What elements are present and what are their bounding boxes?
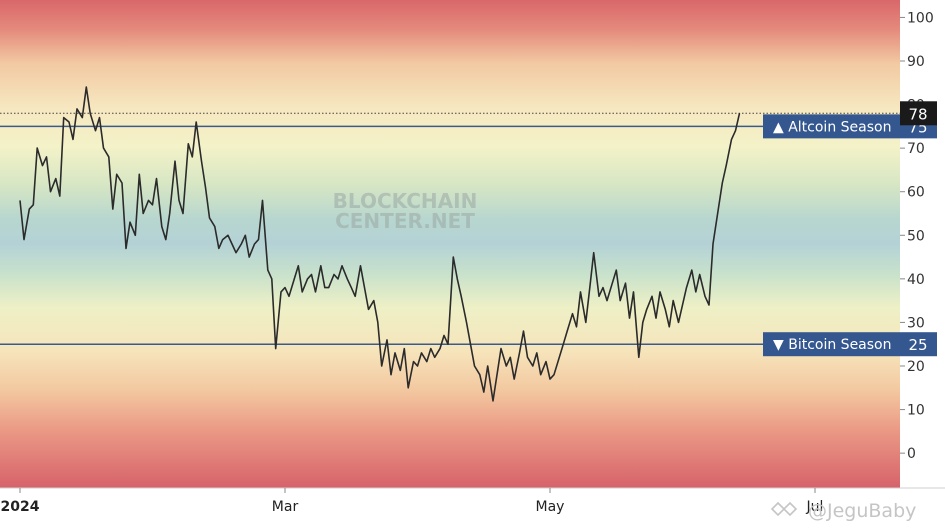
threshold-value-label: 25 [908,336,927,354]
threshold-lines [0,125,900,345]
x-tick-label: Jul [806,499,824,515]
x-tick-label: Mar [272,499,299,515]
credit-text: @JeguBaby [808,500,916,522]
current-value-badge [900,101,937,126]
y-tick-label: 30 [907,315,925,331]
y-tick-label: 60 [907,185,925,201]
series-line [19,86,741,402]
x-axis-ticks: 2024MarMayJulSepNov [1,488,824,515]
bird-icon [770,501,798,517]
series-layer [19,86,741,402]
x-tick-label: 2024 [1,499,40,515]
watermark: BLOCKCHAIN CENTER.NET [333,189,478,233]
y-tick-label: 100 [907,10,934,26]
background-gradient [0,0,900,488]
y-tick-label: 0 [907,446,916,462]
x-axis-panel [0,488,945,531]
credit-watermark: @JeguBaby [770,500,916,522]
watermark-line1: BLOCKCHAIN [333,189,478,213]
y-tick-label: 40 [907,272,925,288]
watermark-line2: CENTER.NET [335,209,475,233]
y-tick-label: 50 [907,228,925,244]
x-tick-label: May [536,499,565,515]
y-tick-label: 70 [907,141,925,157]
threshold-name-label: ▼ Bitcoin Season [773,337,892,353]
threshold-name-box [763,114,900,139]
y-tick-label: 20 [907,359,925,375]
threshold-name-label: ▲ Altcoin Season [773,119,891,135]
threshold-name-box [763,332,900,357]
y-tick-label: 90 [907,54,925,70]
threshold-value-badge [900,332,937,357]
y-axis-panel [900,0,945,488]
y-tick-label: 10 [907,403,925,419]
current-value-label: 78 [908,105,927,123]
